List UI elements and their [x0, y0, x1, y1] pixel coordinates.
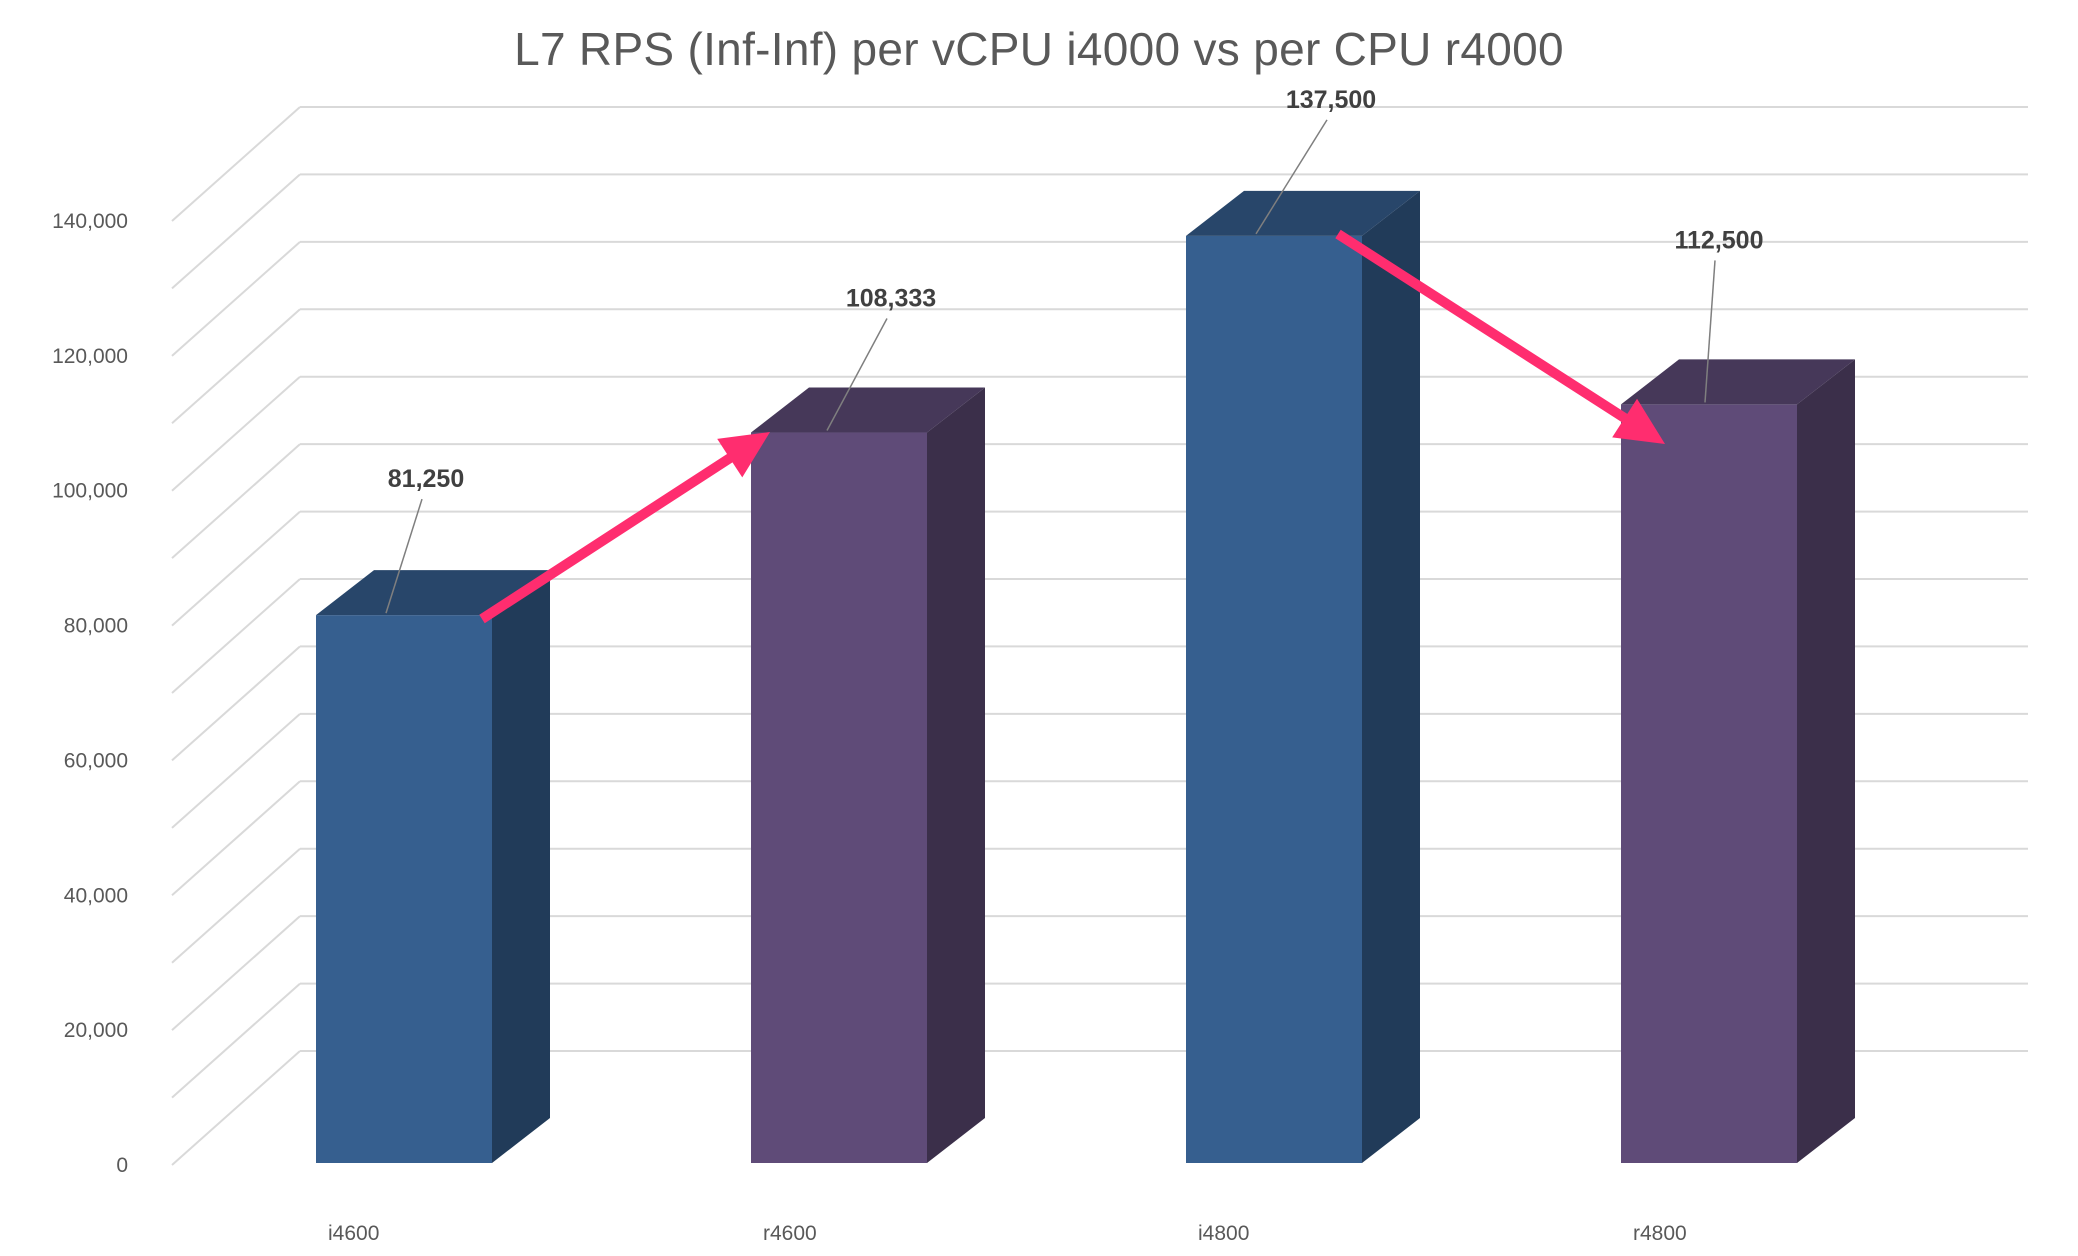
data-label-leader	[1255, 119, 1328, 235]
y-tick-label: 40,000	[64, 884, 128, 907]
bar-i4800	[1186, 190, 1420, 1163]
gridline-diagonal	[171, 847, 301, 964]
bar-front	[316, 615, 492, 1163]
gridline-diagonal	[171, 645, 301, 762]
bar-front	[1621, 404, 1797, 1163]
bar-top	[316, 570, 550, 616]
y-tick-label: 100,000	[52, 480, 128, 503]
x-tick-label: r4600	[763, 1222, 817, 1245]
gridline-diagonal	[171, 375, 301, 492]
x-tick-label: i4600	[328, 1222, 379, 1245]
bar-top	[1621, 359, 1855, 405]
data-label: 108,333	[846, 285, 936, 313]
gridline-diagonal	[171, 510, 301, 627]
y-tick-label: 20,000	[64, 1019, 128, 1042]
x-tick-label: i4800	[1198, 1222, 1249, 1245]
y-tick-label: 60,000	[64, 749, 128, 772]
bar-side	[492, 570, 550, 1163]
bar-side	[1797, 359, 1855, 1163]
bar-r4800	[1621, 359, 1855, 1163]
bar-side	[1362, 190, 1420, 1163]
bar-r4600	[751, 387, 985, 1163]
y-tick-label: 80,000	[64, 615, 128, 638]
gridline-diagonal	[171, 241, 301, 357]
bar-front	[751, 432, 927, 1163]
gridline-diagonal	[171, 713, 301, 829]
annotation-arrow	[479, 432, 770, 624]
gridline-diagonal	[171, 106, 301, 222]
gridline-diagonal	[171, 1050, 301, 1166]
data-label: 81,250	[388, 465, 464, 493]
data-label: 137,500	[1286, 86, 1376, 114]
gridline-diagonal	[171, 173, 301, 290]
gridline-diagonal	[171, 308, 301, 425]
annotation-arrow	[1335, 229, 1665, 444]
data-label: 112,500	[1675, 226, 1764, 254]
x-tick-label: r4800	[1633, 1222, 1687, 1245]
bar-top	[751, 387, 985, 433]
data-label-leader	[1704, 260, 1716, 403]
y-tick-label: 140,000	[52, 210, 128, 233]
gridline-diagonal	[171, 780, 301, 897]
bar-i4600	[316, 570, 550, 1163]
gridline-diagonal	[171, 982, 301, 1099]
data-label-leader	[385, 498, 423, 614]
gridline-diagonal	[171, 915, 301, 1031]
gridline-diagonal	[171, 443, 301, 559]
bar-side	[927, 387, 985, 1163]
data-label-leader	[826, 318, 888, 431]
chart-title: L7 RPS (Inf-Inf) per vCPU i4000 vs per C…	[514, 23, 1564, 75]
gridline-diagonal	[171, 578, 301, 694]
y-tick-label: 0	[116, 1154, 128, 1177]
bar-front	[1186, 235, 1362, 1163]
y-tick-label: 120,000	[52, 345, 128, 368]
bar-top	[1186, 190, 1420, 236]
